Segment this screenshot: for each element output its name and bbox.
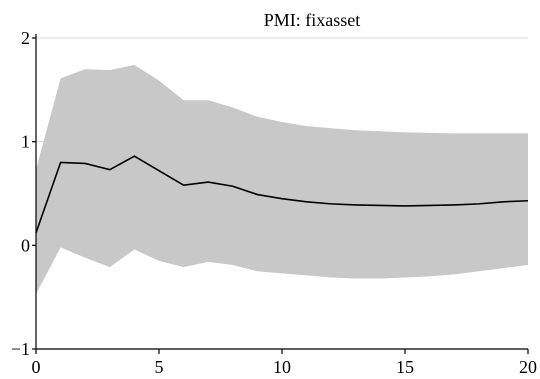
x-tick-label-2: 10 [273,357,291,377]
confidence-band [36,64,528,295]
confidence-band-layer [36,64,528,295]
x-tick-label-1: 5 [155,357,164,377]
y-tick-label-1: 0 [21,235,30,255]
axes [32,34,529,354]
y-tick-label-3: 2 [21,28,30,48]
x-tick-label-0: 0 [32,357,41,377]
estimate-line-layer [35,155,529,234]
y-tick-label-2: 1 [21,132,30,152]
chart-title: PMI: fixasset [264,10,361,30]
estimate-line [35,155,529,234]
y-tick-labels: −1 0 1 2 [11,28,30,359]
x-tick-labels: 0 5 10 15 20 [32,357,538,377]
x-tick-label-4: 20 [519,357,537,377]
x-tick-label-3: 15 [396,357,414,377]
y-tick-label-0: −1 [11,339,30,359]
